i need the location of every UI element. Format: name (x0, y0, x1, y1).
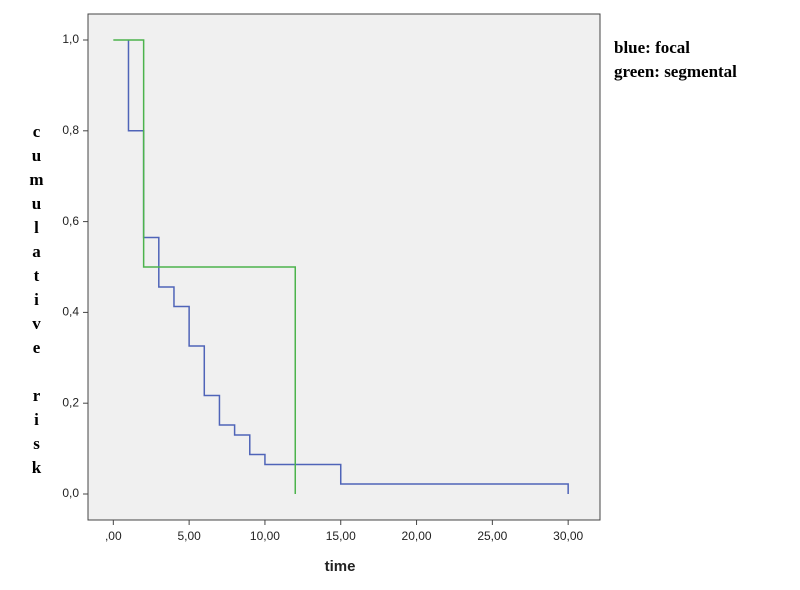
x-tick-label: 25,00 (477, 529, 507, 543)
y-tick-label: 0,8 (62, 123, 79, 137)
legend-entry: blue: focal (614, 38, 691, 57)
x-tick-label: ,00 (105, 529, 122, 543)
y-tick-label: 0,6 (62, 214, 79, 228)
y-tick-label: 1,0 (62, 32, 79, 46)
y-tick-label: 0,4 (62, 305, 79, 319)
x-tick-label: 10,00 (250, 529, 280, 543)
step-line (127, 40, 569, 494)
legend-entry: green: segmental (614, 62, 737, 81)
x-tick-label: 15,00 (326, 529, 356, 543)
y-axis-label: cumulative risk (27, 122, 46, 482)
y-tick-label: 0,2 (62, 395, 79, 409)
step-line (113, 39, 297, 494)
x-tick-label: 5,00 (177, 529, 201, 543)
x-tick-label: 30,00 (553, 529, 583, 543)
y-tick-label: 0,0 (62, 486, 79, 500)
x-axis-label: time (325, 558, 356, 575)
x-tick-label: 20,00 (402, 529, 432, 543)
